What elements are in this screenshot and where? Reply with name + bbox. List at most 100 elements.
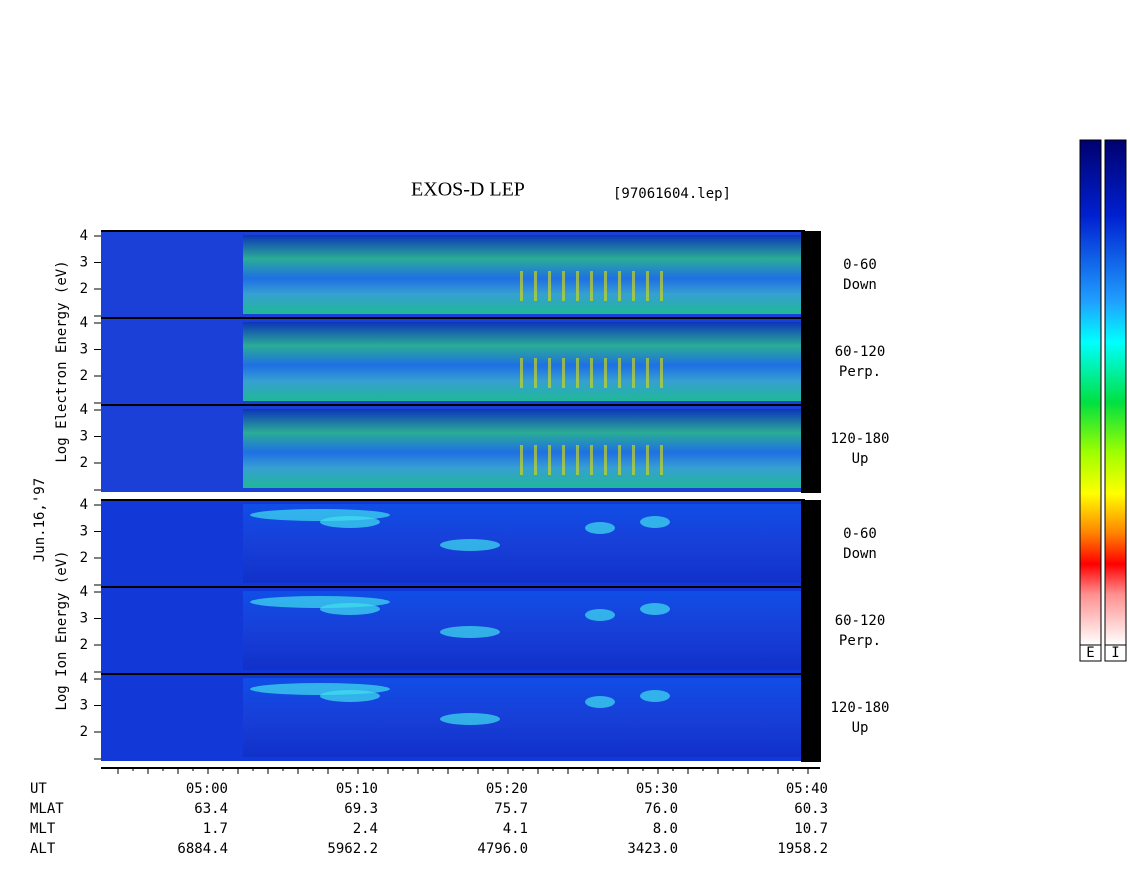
electron-streak xyxy=(520,358,523,388)
electron-streak xyxy=(534,358,537,388)
table-cell: 05:20 xyxy=(486,781,528,797)
panel-angle: 0-60 xyxy=(843,526,877,542)
y-tick-label: 2 xyxy=(80,724,88,740)
electron-streak xyxy=(632,445,635,475)
panel-angle: 60-120 xyxy=(835,613,886,629)
table-cell: 3423.0 xyxy=(627,841,678,857)
ion-feature xyxy=(585,609,615,621)
row-header: MLT xyxy=(30,821,56,837)
spectrogram-panel xyxy=(101,499,821,588)
axis-label: Log Ion Energy (eV) xyxy=(54,550,70,710)
electron-streak xyxy=(520,271,523,301)
table-cell: 05:10 xyxy=(336,781,378,797)
ion-feature xyxy=(640,603,670,615)
y-tick-label: 4 xyxy=(80,584,88,600)
black-strip xyxy=(801,405,821,493)
table-cell: 05:00 xyxy=(186,781,228,797)
spectrogram-panel xyxy=(101,673,821,762)
ion-feature xyxy=(440,713,500,725)
electron-streak xyxy=(534,445,537,475)
spectrogram-panel xyxy=(101,317,821,406)
row-header: UT xyxy=(30,781,47,797)
spectrogram-panel xyxy=(101,404,821,493)
table-cell: 4796.0 xyxy=(477,841,528,857)
ion-feature xyxy=(440,626,500,638)
electron-streak xyxy=(534,271,537,301)
electron-streak xyxy=(590,358,593,388)
y-tick-label: 4 xyxy=(80,671,88,687)
electron-streak xyxy=(660,358,663,388)
y-tick-label: 3 xyxy=(80,698,88,714)
ion-feature xyxy=(585,696,615,708)
panel-direction: Up xyxy=(852,720,869,736)
colorbar xyxy=(1104,139,1127,646)
electron-streak xyxy=(590,271,593,301)
table-cell: 60.3 xyxy=(794,801,828,817)
y-tick-label: 4 xyxy=(80,228,88,244)
table-cell: 75.7 xyxy=(494,801,528,817)
electron-streak xyxy=(576,271,579,301)
table-cell: 63.4 xyxy=(194,801,228,817)
electron-streak xyxy=(548,271,551,301)
row-header: ALT xyxy=(30,841,56,857)
electron-streak xyxy=(590,445,593,475)
spectrogram-panel xyxy=(101,230,821,319)
y-tick-label: 4 xyxy=(80,402,88,418)
y-tick-label: 2 xyxy=(80,368,88,384)
electron-streak xyxy=(548,445,551,475)
black-strip xyxy=(801,318,821,406)
electron-streak xyxy=(618,358,621,388)
table-cell: 8.0 xyxy=(653,821,678,837)
electron-streak xyxy=(576,445,579,475)
ion-feature xyxy=(250,509,390,521)
panel-direction: Perp. xyxy=(839,364,881,380)
panel-angle: 60-120 xyxy=(835,344,886,360)
electron-streak xyxy=(660,271,663,301)
ion-feature xyxy=(585,522,615,534)
colorbar-box xyxy=(1079,644,1102,662)
electron-streak xyxy=(646,271,649,301)
panel-angle: 120-180 xyxy=(830,431,889,447)
y-tick-label: 2 xyxy=(80,637,88,653)
y-tick-label: 2 xyxy=(80,455,88,471)
table-cell: 1958.2 xyxy=(777,841,828,857)
y-tick-label: 4 xyxy=(80,315,88,331)
black-strip xyxy=(801,587,821,675)
electron-streak xyxy=(632,271,635,301)
table-cell: 69.3 xyxy=(344,801,378,817)
panel-direction: Perp. xyxy=(839,633,881,649)
table-cell: 2.4 xyxy=(353,821,378,837)
black-strip xyxy=(801,500,821,588)
black-strip xyxy=(801,674,821,762)
electron-streak xyxy=(618,445,621,475)
y-tick-label: 3 xyxy=(80,524,88,540)
y-tick-label: 3 xyxy=(80,429,88,445)
table-cell: 76.0 xyxy=(644,801,678,817)
electron-streak xyxy=(604,358,607,388)
date: Jun.16,'97 xyxy=(32,478,48,562)
electron-streak xyxy=(660,445,663,475)
electron-streak xyxy=(646,445,649,475)
ion-feature xyxy=(640,690,670,702)
table-cell: 5962.2 xyxy=(327,841,378,857)
table-cell: 05:40 xyxy=(786,781,828,797)
panel-angle: 120-180 xyxy=(830,700,889,716)
electron-streak xyxy=(576,358,579,388)
panel-angle: 0-60 xyxy=(843,257,877,273)
y-tick-label: 2 xyxy=(80,281,88,297)
colorbar xyxy=(1079,139,1102,646)
electron-streak xyxy=(618,271,621,301)
table-cell: 10.7 xyxy=(794,821,828,837)
electron-streak xyxy=(562,271,565,301)
table-cell: 6884.4 xyxy=(177,841,228,857)
row-header: MLAT xyxy=(30,801,64,817)
y-tick-label: 3 xyxy=(80,342,88,358)
title: EXOS-D LEP xyxy=(411,179,525,201)
colorbar-label: E xyxy=(1086,645,1094,661)
panel-direction: Down xyxy=(843,546,877,562)
electron-streak xyxy=(646,358,649,388)
y-tick-label: 3 xyxy=(80,255,88,271)
electron-streak xyxy=(604,445,607,475)
electron-streak xyxy=(562,445,565,475)
